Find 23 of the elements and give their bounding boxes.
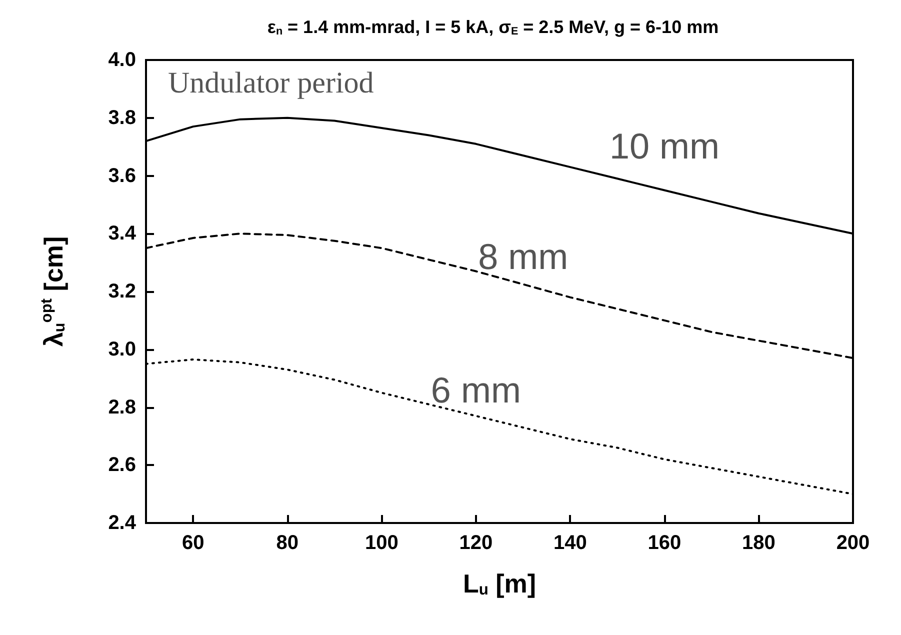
x-tick-label: 100 <box>364 532 398 554</box>
y-tick-label: 2.8 <box>108 396 136 418</box>
x-tick-label: 80 <box>276 532 299 554</box>
y-tick-label: 3.2 <box>108 280 136 302</box>
series-label: 6 mm <box>430 369 521 410</box>
y-tick-label: 2.6 <box>108 454 136 476</box>
y-tick-label: 3.4 <box>108 222 137 245</box>
x-axis-title: Lu [m] <box>462 568 536 598</box>
y-tick-label: 3.6 <box>108 164 136 187</box>
x-tick-label: 200 <box>836 532 870 554</box>
x-tick-label: 180 <box>742 532 776 554</box>
x-tick-label: 60 <box>182 532 204 554</box>
series-label: 10 mm <box>609 126 720 167</box>
y-axis-title: λuopt [cm] <box>38 236 68 347</box>
series-label: 8 mm <box>478 236 568 277</box>
x-tick-label: 120 <box>459 532 493 554</box>
annotation: Undulator period <box>168 66 374 100</box>
x-tick-label: 140 <box>554 532 587 554</box>
x-tick-label: 160 <box>648 532 682 554</box>
y-tick-label: 2.4 <box>108 512 137 534</box>
y-tick-label: 3.0 <box>108 338 136 360</box>
y-tick-label: 3.8 <box>108 106 136 129</box>
y-tick-label: 4.0 <box>108 49 136 71</box>
